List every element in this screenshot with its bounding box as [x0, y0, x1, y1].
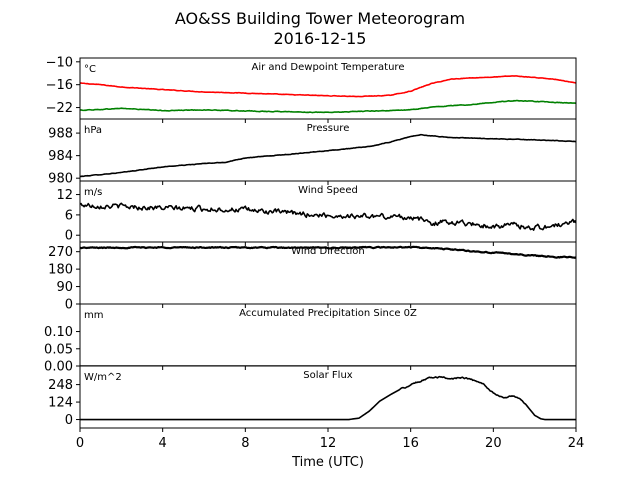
x-tick-label: 0 [76, 436, 84, 451]
y-tick-label: 12 [56, 188, 73, 203]
panel-title: Accumulated Precipitation Since 0Z [239, 308, 417, 319]
panel-5: 0 124 248 0 4 8 12 16 20 24 Solar Flux W/m^2 [48, 365, 585, 451]
x-tick-label: 16 [402, 436, 419, 451]
y-tick-label: 0 [65, 413, 73, 428]
panel-title: Pressure [307, 123, 350, 134]
panel-title: Air and Dewpoint Temperature [252, 62, 405, 73]
unit-label: °C [84, 64, 96, 75]
y-tick-label: 0.05 [44, 342, 73, 357]
x-tick-label: 8 [241, 436, 249, 451]
panels: −10 −16 −22 Air and Dewpoint Temperature °C 9… [44, 55, 584, 451]
x-tick-label: 12 [320, 436, 337, 451]
y-tick-label: 270 [48, 245, 73, 260]
figure-title: AO&SS Building Tower Meteorogram [175, 9, 465, 28]
panel-0: −10 −16 −22 Air and Dewpoint Temperature °C [46, 55, 577, 123]
x-tick-label: 24 [568, 436, 585, 451]
y-tick-label: 0 [65, 298, 73, 313]
panel-title: Solar Flux [303, 370, 353, 381]
y-tick-label: 0.10 [44, 325, 73, 340]
series-line [80, 375, 576, 421]
unit-label: mm [84, 310, 103, 321]
y-tick-label: 180 [48, 263, 73, 278]
panel-4: 0.00 0.05 0.10 Accumulated Precipitation Si… [44, 303, 577, 375]
panel-title: Wind Direction [291, 246, 365, 257]
x-tick-label: 20 [485, 436, 502, 451]
y-tick-label: 984 [48, 149, 73, 164]
x-axis-label: Time (UTC) [291, 455, 364, 470]
y-tick-label: −10 [46, 55, 73, 70]
series-line [80, 133, 576, 178]
unit-label: m/s [84, 187, 102, 198]
series-line [80, 99, 576, 114]
unit-label: hPa [84, 125, 102, 136]
series-line [80, 202, 576, 231]
y-tick-label: 0.00 [44, 360, 73, 375]
y-tick-label: 0 [65, 229, 73, 244]
y-tick-label: 248 [48, 378, 73, 393]
panel-title: Wind Speed [298, 185, 358, 196]
y-tick-label: 6 [65, 208, 73, 223]
figure-date: 2016-12-15 [274, 29, 367, 48]
y-tick-label: −22 [46, 101, 73, 116]
series-line [80, 245, 576, 259]
y-tick-label: 90 [56, 280, 73, 295]
unit-label: W/m^2 [84, 372, 122, 383]
series-line [80, 75, 576, 98]
y-tick-label: 980 [48, 172, 73, 187]
y-tick-label: −16 [46, 78, 73, 93]
y-tick-label: 988 [48, 127, 73, 142]
x-tick-label: 4 [159, 436, 167, 451]
y-tick-label: 124 [48, 396, 73, 411]
